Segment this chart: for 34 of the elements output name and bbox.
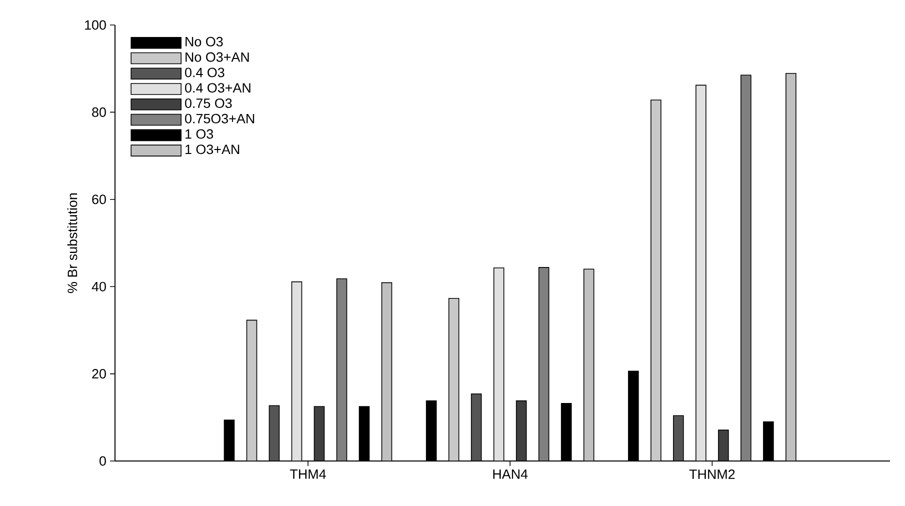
y-tick-label: 0 bbox=[100, 456, 106, 466]
y-tick-label: 60 bbox=[92, 194, 106, 204]
bar bbox=[314, 406, 325, 461]
x-tick-label: THNM2 bbox=[689, 470, 735, 479]
bar bbox=[336, 278, 348, 461]
bar bbox=[696, 84, 706, 461]
bar bbox=[516, 400, 527, 461]
legend-label: 0.75 O3 bbox=[185, 98, 232, 108]
bar bbox=[538, 267, 550, 461]
legend-label: No O3 bbox=[186, 36, 223, 46]
legend-label: 0.4 O3+AN bbox=[185, 83, 250, 93]
legend-label: 1 O3 bbox=[186, 129, 214, 139]
y-tick-label: 100 bbox=[85, 20, 106, 30]
legend-label: 1 O3+AN bbox=[186, 144, 240, 154]
bar bbox=[740, 74, 752, 461]
legend-label: 0.4 O3 bbox=[185, 68, 224, 78]
bar bbox=[268, 405, 280, 461]
bar bbox=[291, 281, 302, 461]
y-tick-label: 40 bbox=[92, 282, 106, 292]
bar bbox=[650, 100, 662, 461]
y-axis-title: % Br substitution bbox=[67, 193, 78, 293]
x-tick-label: THM4 bbox=[290, 470, 326, 479]
y-tick-label: 20 bbox=[92, 369, 106, 379]
legend-label: 0.75O3+AN bbox=[185, 114, 254, 124]
y-tick-label: 80 bbox=[92, 107, 106, 117]
bar bbox=[493, 267, 504, 461]
bar bbox=[583, 268, 594, 461]
legend-label: No O3+AN bbox=[186, 52, 249, 62]
bar bbox=[470, 393, 482, 461]
bar bbox=[381, 282, 392, 461]
bar bbox=[448, 298, 460, 461]
x-tick-label: HAN4 bbox=[493, 470, 528, 479]
bar bbox=[786, 72, 796, 461]
bar bbox=[246, 320, 258, 461]
